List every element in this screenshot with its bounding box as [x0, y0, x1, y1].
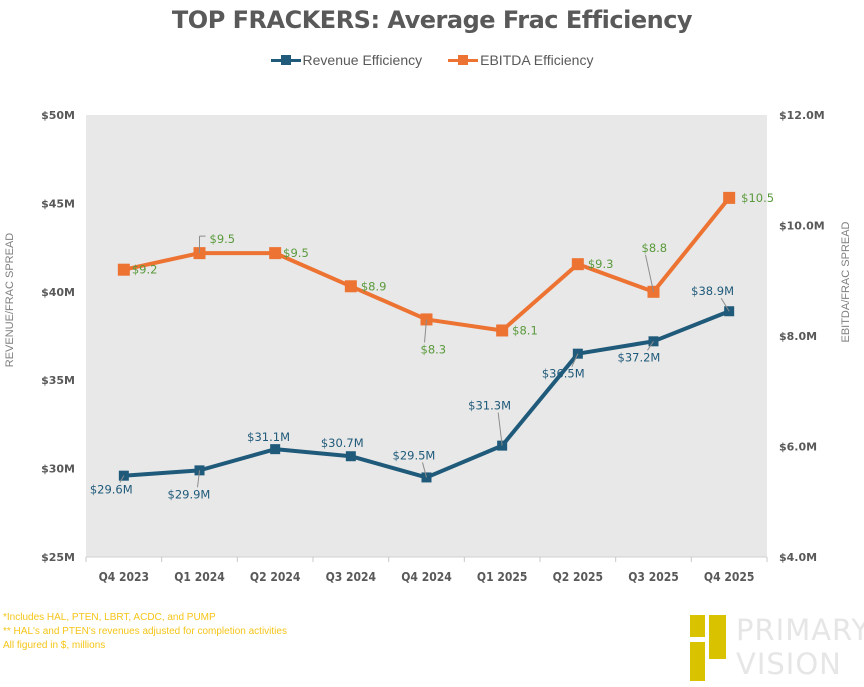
data-label-revenue: $30.7M — [321, 436, 364, 450]
data-label-revenue: $29.9M — [168, 487, 211, 501]
x-tick-label: Q1 2024 — [174, 570, 225, 584]
data-label-ebitda: $8.9 — [361, 279, 387, 293]
leader-line — [197, 470, 200, 488]
x-tick-label: Q4 2023 — [99, 570, 150, 584]
data-point-ebitda — [723, 191, 736, 204]
leader-line — [424, 319, 427, 343]
footnote-2: ** HAL's and PTEN's revenues adjusted fo… — [3, 626, 287, 637]
data-point-ebitda — [496, 324, 509, 337]
legend-swatch-ebitda — [448, 55, 479, 65]
data-label-ebitda: $9.3 — [588, 257, 614, 271]
leader-line — [422, 462, 427, 478]
data-point-ebitda — [269, 247, 282, 260]
legend-label-ebitda: EBITDA Efficiency — [480, 52, 594, 68]
data-label-revenue: $29.5M — [393, 448, 436, 462]
footnote-3: All figured in $, millions — [3, 640, 106, 651]
y2-tick-label: $6.0M — [779, 441, 817, 454]
data-point-ebitda — [344, 280, 357, 293]
y-tick-label: $40M — [41, 286, 75, 299]
y-tick-label: $35M — [41, 374, 75, 387]
data-label-ebitda: $9.5 — [283, 246, 309, 260]
legend-swatch-revenue — [270, 55, 301, 65]
data-label-revenue: $38.9M — [691, 284, 734, 298]
leader-line — [645, 254, 654, 292]
y2-tick-label: $8.0M — [779, 330, 817, 343]
legend: Revenue Efficiency EBITDA Efficiency — [0, 52, 864, 68]
data-point-revenue — [345, 451, 356, 462]
data-label-ebitda: $10.5 — [741, 191, 774, 205]
y-tick-label: $25M — [41, 551, 75, 564]
leader-line — [571, 353, 579, 367]
logo-text-primary: PRIMARY — [736, 613, 864, 647]
legend-item-revenue: Revenue Efficiency — [270, 52, 423, 68]
plot-area — [86, 115, 767, 557]
data-label-revenue: $31.3M — [468, 399, 511, 413]
leader-line — [119, 475, 125, 483]
y-axis-title: REVENUE/FRAC SPREAD — [4, 233, 16, 368]
x-tick-label: Q4 2024 — [401, 570, 452, 584]
data-point-ebitda — [117, 263, 130, 276]
x-tick-label: Q1 2025 — [477, 570, 528, 584]
data-point-ebitda — [571, 258, 584, 271]
logo-bar-top-left — [690, 615, 705, 637]
x-tick-label: Q3 2025 — [628, 570, 679, 584]
chart-title: TOP FRACKERS: Average Frac Efficiency — [171, 6, 693, 34]
data-label-revenue: $37.2M — [618, 350, 661, 364]
x-tick-label: Q2 2024 — [250, 570, 301, 584]
data-label-revenue: $36.5M — [542, 367, 585, 381]
data-label-ebitda: $8.1 — [512, 323, 538, 337]
data-label-revenue: $29.6M — [90, 483, 133, 497]
x-tick-label: Q2 2025 — [553, 570, 604, 584]
leader-line — [497, 412, 503, 446]
legend-item-ebitda: EBITDA Efficiency — [448, 52, 593, 68]
data-label-ebitda: $8.8 — [642, 241, 668, 255]
logo-text-vision: VISION — [736, 647, 842, 681]
legend-label-revenue: Revenue Efficiency — [302, 52, 423, 68]
primary-vision-logo: PRIMARY VISION — [690, 615, 864, 681]
y-tick-label: $50M — [41, 109, 75, 122]
y2-tick-label: $12.0M — [779, 109, 825, 122]
data-label-ebitda: $9.5 — [210, 232, 236, 246]
y-tick-label: $45M — [41, 197, 75, 210]
logo-bar-right — [709, 615, 726, 659]
leader-line — [647, 341, 654, 351]
y2-axis-title: EBITDA/FRAC SPREAD — [840, 221, 852, 342]
data-label-revenue: $31.1M — [247, 430, 290, 444]
logo-bar-bottom-left — [690, 642, 705, 681]
data-label-ebitda: $8.3 — [421, 342, 447, 356]
data-label-ebitda: $9.2 — [132, 263, 158, 277]
y2-tick-label: $4.0M — [779, 551, 817, 564]
data-point-revenue — [118, 470, 129, 481]
leader-line — [720, 297, 730, 312]
x-tick-label: Q4 2025 — [704, 570, 755, 584]
footnotes: *Includes HAL, PTEN, LBRT, ACDC, and PUM… — [3, 611, 287, 653]
y2-tick-label: $10.0M — [779, 220, 825, 233]
y-tick-label: $30M — [41, 463, 75, 476]
footnote-1: *Includes HAL, PTEN, LBRT, ACDC, and PUM… — [3, 612, 216, 623]
x-tick-label: Q3 2024 — [326, 570, 377, 584]
data-point-revenue — [270, 444, 281, 455]
